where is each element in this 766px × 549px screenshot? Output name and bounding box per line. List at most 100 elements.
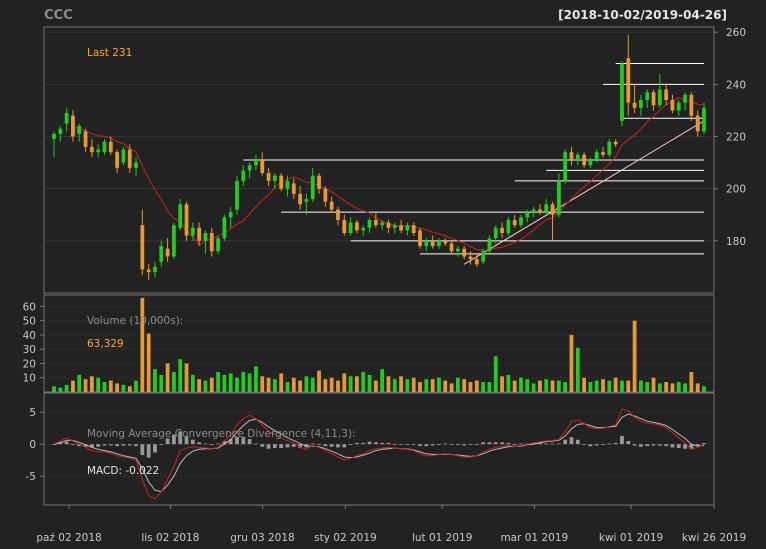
x-tick-label: lis 02 2018 — [141, 532, 199, 544]
candle-body — [71, 115, 75, 137]
candle-body — [260, 160, 265, 174]
macd-histogram-bar — [146, 444, 151, 458]
candle-body — [538, 209, 542, 213]
volume-bar — [531, 383, 536, 392]
volume-bar — [96, 377, 101, 392]
macd-histogram-bar — [443, 443, 448, 445]
volume-bar — [260, 376, 265, 392]
volume-bar — [695, 383, 700, 392]
macd-histogram-bar — [575, 439, 580, 445]
candle-body — [481, 251, 486, 262]
macd-histogram-bar — [683, 444, 687, 449]
candle-body — [449, 243, 454, 252]
volume-bar — [285, 382, 290, 392]
candle-body — [594, 152, 599, 160]
candle-body — [159, 246, 164, 262]
macd-label: Moving Average Convergence Divergence (4… — [87, 428, 356, 440]
last-price-label: Last 231 — [87, 47, 132, 59]
volume-bar — [683, 383, 687, 392]
volume-bar — [178, 359, 183, 392]
macd-line — [53, 408, 705, 500]
macd-histogram-bar — [424, 444, 429, 447]
candle-body — [430, 240, 435, 247]
candle-body — [437, 240, 441, 247]
candle-body — [575, 154, 580, 160]
candle-body — [247, 165, 252, 171]
macd-histogram-bar — [64, 441, 69, 445]
price-tick-label: 260 — [726, 27, 746, 39]
volume-bar — [676, 382, 681, 392]
macd-panel — [52, 408, 706, 500]
macd-histogram-bar — [83, 444, 88, 447]
candle-body — [506, 219, 511, 234]
candle-body — [424, 240, 429, 247]
macd-histogram-bar — [689, 444, 694, 450]
candle-body — [689, 94, 694, 116]
volume-bar — [342, 373, 347, 392]
volume-bar — [481, 382, 486, 392]
candle-body — [172, 225, 176, 257]
macd-histogram-bar — [228, 439, 233, 445]
candle-body — [670, 100, 675, 111]
macd-histogram-bar — [386, 442, 391, 445]
candle-body — [58, 128, 63, 134]
candle-body — [386, 222, 391, 228]
volume-bar — [165, 363, 170, 392]
volume-bar — [348, 376, 353, 392]
candle-body — [228, 212, 233, 218]
macd-histogram-bar — [140, 444, 145, 456]
macd-histogram-bar — [430, 444, 435, 446]
macd-histogram-bar — [380, 442, 385, 445]
volume-bar — [64, 384, 69, 392]
volume-bar — [146, 333, 151, 392]
macd-histogram-bar — [134, 444, 138, 447]
volume-bar — [657, 383, 662, 392]
candle-body — [121, 149, 126, 163]
volume-bar — [418, 382, 422, 392]
volume-bar — [216, 372, 220, 392]
price-frame — [43, 26, 715, 294]
candle-body — [348, 222, 353, 234]
volume-bar — [102, 382, 107, 392]
candle-body — [455, 248, 460, 252]
macd-histogram-bar — [449, 444, 454, 445]
volume-bar — [500, 376, 504, 392]
volume-bar — [115, 383, 119, 392]
volume-bar — [620, 380, 624, 392]
macd-histogram-bar — [399, 444, 403, 445]
price-tick-label: 180 — [726, 236, 746, 248]
macd-histogram-bar — [481, 442, 486, 445]
volume-bar — [197, 379, 202, 392]
candle-body — [272, 175, 277, 181]
macd-histogram-bar — [216, 443, 220, 445]
candle-body — [323, 188, 328, 202]
macd-histogram-bar — [594, 444, 599, 446]
x-tick-label: lut 01 2019 — [412, 532, 472, 544]
volume-bar — [556, 380, 561, 392]
candle-body — [298, 193, 303, 205]
candle-body — [373, 219, 378, 226]
volume-bar — [279, 373, 284, 392]
candle-body — [89, 146, 94, 153]
candle-body — [342, 219, 347, 234]
volume-bar — [575, 347, 580, 392]
macd-histogram-bar — [272, 444, 277, 449]
macd-histogram-bar — [241, 437, 246, 445]
volume-bar — [538, 380, 542, 392]
volume-bar — [468, 382, 473, 392]
volume-bar — [651, 377, 656, 392]
volume-bar — [462, 379, 467, 392]
volume-bar — [506, 374, 511, 392]
volume-bar — [190, 374, 195, 392]
candle-body — [222, 217, 227, 239]
candle-body — [310, 175, 315, 200]
macd-histogram-bar — [209, 444, 214, 445]
macd-histogram-bar — [115, 444, 119, 447]
macd-histogram-bar — [418, 444, 422, 447]
macd-histogram-bar — [96, 444, 101, 447]
macd-histogram-bar — [342, 444, 347, 448]
candle-body — [525, 212, 530, 218]
candle-body — [184, 204, 189, 236]
candle-body — [418, 230, 422, 247]
candle-body — [329, 201, 334, 210]
